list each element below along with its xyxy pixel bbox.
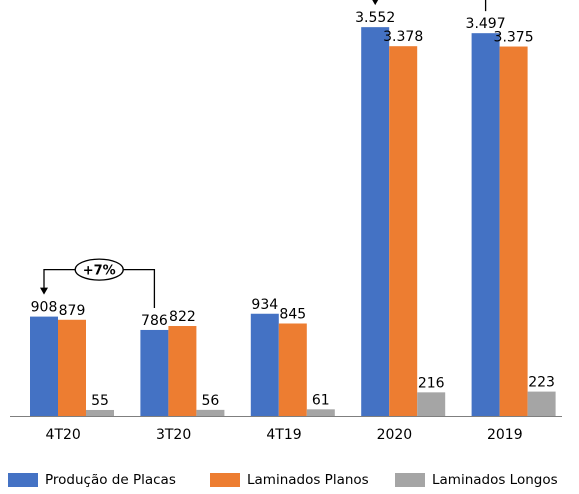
bar [361, 27, 390, 416]
bar [58, 319, 86, 416]
bar [140, 329, 169, 416]
x-tick-label: 2020 [377, 427, 413, 443]
bar [471, 33, 500, 416]
data-label: 56 [201, 393, 219, 409]
bar [278, 323, 307, 416]
bar [30, 316, 58, 416]
x-tick-label: 4T19 [266, 427, 301, 443]
legend-swatch [395, 473, 425, 487]
bar [389, 46, 418, 416]
bar [527, 391, 556, 416]
bar [168, 326, 197, 416]
annotation-arrowhead [40, 287, 48, 295]
data-label: 3.552 [355, 10, 395, 26]
bar [306, 409, 335, 416]
legend-label: Produção de Placas [45, 472, 176, 488]
data-label: 822 [169, 309, 196, 325]
legend: Produção de Placas Laminados Planos Lami… [0, 468, 579, 492]
data-label: 55 [91, 393, 109, 409]
x-tick-label: 2019 [487, 427, 523, 443]
annotation-label: +7% [83, 264, 116, 279]
bar [196, 409, 225, 416]
x-tick-label: 3T20 [156, 427, 191, 443]
bar [86, 409, 114, 416]
data-label: 845 [279, 306, 306, 322]
legend-swatch [210, 473, 240, 487]
data-label: 3.497 [466, 16, 506, 32]
legend-swatch [8, 473, 38, 487]
data-label: 879 [59, 303, 86, 319]
annotation-arrowhead [372, 0, 379, 6]
data-label: 908 [31, 300, 58, 316]
data-label: 786 [141, 313, 168, 329]
bar [417, 392, 446, 416]
data-label: 61 [312, 392, 330, 408]
legend-item-producao: Produção de Placas [8, 468, 176, 492]
legend-label: Laminados Planos [247, 472, 369, 488]
data-label: 3.378 [383, 29, 423, 45]
bar [499, 46, 528, 417]
bar [250, 313, 279, 416]
x-tick-label: 4T20 [46, 427, 81, 443]
data-label: 3.375 [494, 30, 534, 46]
annotation-ellipse [74, 258, 124, 281]
data-label: 216 [418, 375, 445, 391]
legend-item-laminados-longos: Laminados Longos [395, 468, 558, 492]
data-label: 223 [528, 375, 555, 391]
legend-item-laminados-planos: Laminados Planos [210, 468, 369, 492]
data-label: 934 [251, 297, 278, 313]
legend-label: Laminados Longos [432, 472, 558, 488]
